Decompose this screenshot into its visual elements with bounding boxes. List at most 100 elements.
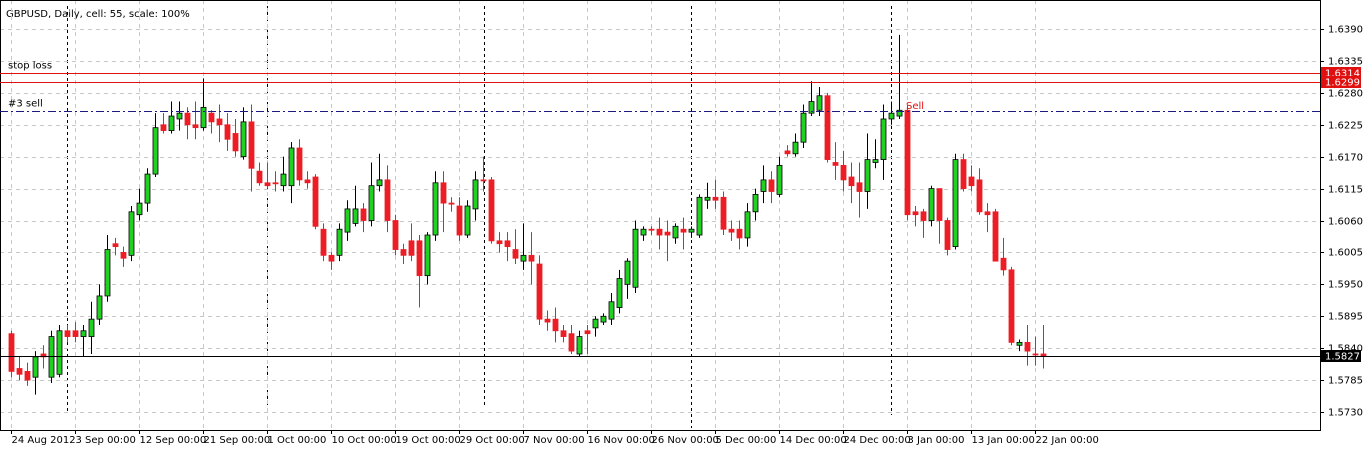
candle-body: [888, 112, 895, 120]
candle-body: [328, 254, 335, 262]
candle-body: [776, 164, 783, 195]
candle-body: [784, 150, 791, 155]
candle-body: [232, 133, 239, 152]
x-tick-label: 3 Sep 00:00: [76, 435, 136, 446]
y-tick-label: 1.5840: [1328, 344, 1363, 355]
candle-body: [168, 115, 175, 131]
y-tick-label: 1.5950: [1328, 280, 1363, 291]
price-box-label: 1.5827: [1325, 352, 1360, 363]
candle-body: [64, 330, 71, 337]
level-label: #3 sell: [8, 99, 43, 110]
candle-body: [792, 141, 799, 155]
candle-body: [104, 249, 111, 297]
y-tick-label: 1.6060: [1328, 217, 1363, 228]
candle-body: [136, 202, 143, 216]
x-tick-label: 12 Sep 00:00: [140, 435, 207, 446]
candle-body: [632, 228, 639, 288]
candle-body: [152, 127, 159, 175]
x-tick-label: 24 Dec 00:00: [844, 435, 911, 446]
candle-body: [424, 234, 431, 277]
candle-body: [56, 330, 63, 375]
x-tick-label: 24 Aug 2012: [12, 435, 76, 446]
candle-body: [496, 240, 503, 245]
candle-body: [568, 333, 575, 352]
candle-body: [448, 202, 455, 205]
candle-body: [480, 179, 487, 182]
x-tick-label: 29 Oct 00:00: [460, 435, 525, 446]
candle-body: [520, 254, 527, 262]
candle-body: [208, 112, 215, 123]
candle-body: [984, 211, 991, 216]
candle-body: [896, 109, 903, 117]
candle-body: [688, 228, 695, 233]
candle-body: [720, 196, 727, 230]
candle-body: [816, 95, 823, 111]
candle-body: [344, 208, 351, 233]
candle-body: [88, 318, 95, 337]
candle-body: [536, 263, 543, 320]
candle-body: [1016, 341, 1023, 346]
candle-body: [248, 121, 255, 169]
y-tick-label: 1.6280: [1328, 89, 1363, 100]
candle-body: [968, 176, 975, 187]
candle-body: [320, 228, 327, 256]
candle-body: [456, 205, 463, 236]
candle-body: [504, 240, 511, 248]
y-tick-label: 1.6005: [1328, 248, 1363, 259]
x-tick-label: 21 Sep 00:00: [204, 435, 271, 446]
candle-body: [672, 225, 679, 239]
candle-body: [128, 211, 135, 256]
level-label: stop loss: [8, 61, 52, 72]
candle-body: [736, 228, 743, 239]
candle-body: [928, 188, 935, 221]
candle-body: [1000, 257, 1007, 271]
x-tick-label: 7 Nov 00:00: [524, 435, 585, 446]
candle-body: [808, 101, 815, 114]
candle-body: [368, 185, 375, 221]
y-tick-label: 1.6115: [1328, 185, 1363, 196]
candle-body: [336, 228, 343, 256]
candle-body: [296, 147, 303, 181]
candle-body: [1008, 269, 1015, 343]
candle-body: [200, 106, 207, 129]
candle-body: [192, 124, 199, 129]
candle-body: [360, 208, 367, 221]
sell-marker: Sell: [906, 101, 924, 112]
candle-body: [512, 249, 519, 259]
candle-body: [712, 196, 719, 201]
candle-body: [400, 249, 407, 256]
candle-body: [96, 295, 103, 320]
candle-body: [1024, 341, 1031, 352]
candle-body: [608, 301, 615, 320]
price-box: [1321, 350, 1361, 362]
candle-body: [144, 173, 151, 204]
candle-body: [856, 182, 863, 192]
candle-body: [584, 330, 591, 335]
candle-body: [112, 243, 119, 248]
candle-body: [408, 240, 415, 256]
candle-body: [864, 159, 871, 192]
candle-body: [936, 188, 943, 221]
x-tick-label: 26 Nov 00:00: [652, 435, 719, 446]
candle-body: [616, 278, 623, 308]
candle-body: [952, 159, 959, 248]
candle-body: [304, 179, 311, 184]
candle-body: [560, 330, 567, 337]
candle-body: [120, 252, 127, 259]
candle-body: [416, 240, 423, 277]
y-tick-label: 1.6225: [1328, 121, 1363, 132]
candle-body: [288, 147, 295, 187]
plot-frame: [0, 0, 1321, 431]
candle-body: [392, 220, 399, 250]
candle-body: [432, 182, 439, 236]
x-tick-label: 22 Jan 00:00: [1036, 435, 1099, 446]
candle-body: [240, 121, 247, 158]
candle-body: [656, 228, 663, 236]
candle-body: [872, 159, 879, 163]
candle-body: [16, 368, 23, 375]
candle-body: [160, 124, 167, 131]
candle-body: [960, 159, 967, 189]
candle-body: [840, 164, 847, 181]
candle-body: [256, 170, 263, 184]
